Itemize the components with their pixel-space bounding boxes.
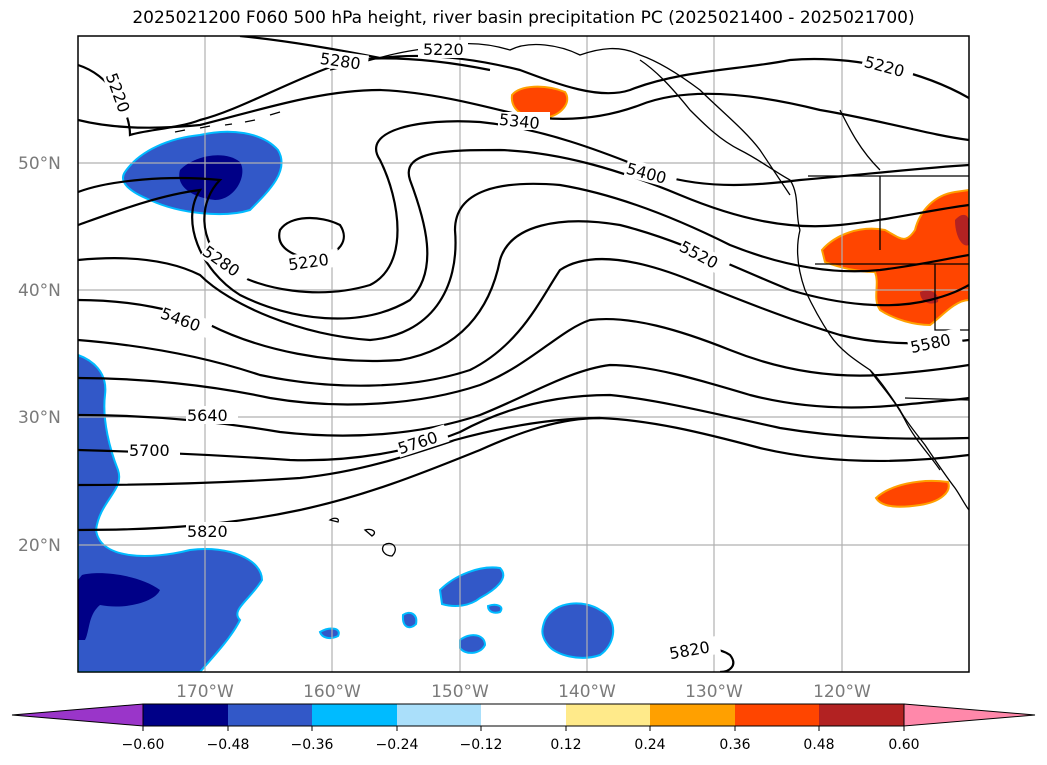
lon-label: 170°W bbox=[176, 682, 234, 702]
precip-negative-areas bbox=[78, 130, 615, 672]
colorbar-segment bbox=[735, 704, 819, 726]
height-contours bbox=[78, 36, 969, 672]
chart-title: 2025021200 F060 500 hPa height, river ba… bbox=[132, 8, 915, 28]
contour-label: 5700 bbox=[129, 441, 170, 460]
hawaii-2 bbox=[363, 528, 376, 537]
hawaii-3 bbox=[381, 542, 396, 557]
contour-5520 bbox=[78, 220, 969, 363]
neg-area-island-2 bbox=[459, 634, 487, 654]
lat-label: 30°N bbox=[18, 408, 61, 428]
coast-bc bbox=[639, 59, 801, 231]
colorbar-segment bbox=[312, 704, 397, 726]
contour-label: 5220 bbox=[423, 40, 464, 59]
lon-labels: 170°W 160°W 150°W 140°W 130°W 120°W bbox=[176, 682, 871, 702]
neg-area-aleutian-core bbox=[179, 155, 243, 200]
colorbar-extend-high bbox=[903, 703, 1036, 727]
pos-area-baja bbox=[874, 479, 950, 508]
aleutians bbox=[174, 111, 281, 133]
pos-area-west-us-core-2 bbox=[955, 214, 969, 246]
contour-5640 bbox=[78, 317, 969, 406]
contour-label: 5640 bbox=[187, 406, 228, 425]
graticule bbox=[78, 36, 969, 672]
lat-labels: 50°N 40°N 30°N 20°N bbox=[18, 154, 61, 556]
colorbar-segment bbox=[397, 704, 481, 726]
neg-area-island-1 bbox=[438, 566, 505, 607]
hawaii-1 bbox=[328, 517, 340, 523]
contour-label: 5340 bbox=[498, 110, 540, 133]
lon-label: 140°W bbox=[558, 682, 616, 702]
contour-5280-mid bbox=[78, 120, 969, 294]
contour-label: 5820 bbox=[187, 522, 228, 541]
colorbar-tick-label: 0.12 bbox=[550, 737, 581, 753]
colorbar-segment bbox=[650, 704, 735, 726]
colorbar-tick-label: 0.48 bbox=[803, 737, 834, 753]
border-inland bbox=[839, 109, 881, 171]
colorbar-tick-label: −0.36 bbox=[291, 737, 334, 753]
map-frame bbox=[77, 35, 970, 673]
lon-label: 120°W bbox=[813, 682, 871, 702]
colorbar-tick-label: −0.24 bbox=[376, 737, 419, 753]
lat-label: 40°N bbox=[18, 281, 61, 301]
colorbar-segment bbox=[481, 704, 566, 726]
coast-alaska bbox=[329, 43, 791, 196]
neg-area-island-4 bbox=[401, 611, 418, 629]
contour-5760-b bbox=[78, 416, 969, 487]
colorbar-segment bbox=[228, 704, 312, 726]
colorbar-extend-low bbox=[11, 703, 144, 727]
neg-area-island-6 bbox=[486, 603, 503, 614]
contour-5460 bbox=[78, 182, 969, 342]
neg-area-island-3 bbox=[541, 602, 615, 659]
colorbar-tick-label: −0.60 bbox=[122, 737, 165, 753]
coast-baja bbox=[869, 369, 941, 471]
contour-5760-a bbox=[78, 393, 969, 462]
contour-5400 bbox=[78, 148, 969, 320]
lon-label: 160°W bbox=[303, 682, 361, 702]
colorbar-segment bbox=[566, 704, 650, 726]
neg-area-island-5 bbox=[318, 627, 340, 640]
lat-label: 50°N bbox=[18, 154, 61, 174]
colorbar: −0.60 −0.48 −0.36 −0.24 −0.12 0.12 0.24 … bbox=[11, 703, 1036, 753]
lon-label: 150°W bbox=[431, 682, 489, 702]
lat-label: 20°N bbox=[18, 536, 61, 556]
lon-label: 130°W bbox=[685, 682, 743, 702]
pos-area-west-us bbox=[820, 188, 969, 327]
precip-positive-areas bbox=[510, 85, 969, 508]
colorbar-tick-label: −0.48 bbox=[207, 737, 250, 753]
contour-5700 bbox=[78, 363, 969, 437]
colorbar-tick-label: 0.24 bbox=[634, 737, 665, 753]
colorbar-tick-label: 0.36 bbox=[719, 737, 750, 753]
contour-5820 bbox=[78, 416, 601, 532]
colorbar-segment bbox=[143, 704, 228, 726]
colorbar-tick-label: 0.60 bbox=[888, 737, 919, 753]
colorbar-ticks bbox=[142, 726, 905, 731]
neg-area-west-south-core bbox=[78, 573, 160, 640]
colorbar-tick-label: −0.12 bbox=[460, 737, 503, 753]
contour-5580 bbox=[78, 258, 969, 387]
contour-5220-low bbox=[278, 216, 345, 260]
colorbar-segment bbox=[819, 704, 904, 726]
